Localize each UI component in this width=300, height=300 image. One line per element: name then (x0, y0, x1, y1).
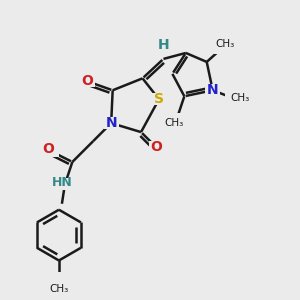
FancyBboxPatch shape (205, 84, 220, 96)
FancyBboxPatch shape (152, 93, 166, 105)
Text: CH₃: CH₃ (49, 284, 68, 294)
FancyBboxPatch shape (225, 92, 240, 104)
Text: O: O (43, 142, 54, 155)
FancyBboxPatch shape (214, 43, 229, 54)
FancyBboxPatch shape (52, 272, 66, 284)
FancyBboxPatch shape (57, 178, 72, 190)
Text: O: O (81, 74, 93, 88)
FancyBboxPatch shape (44, 146, 59, 158)
FancyBboxPatch shape (156, 41, 171, 53)
Text: N: N (105, 116, 117, 130)
FancyBboxPatch shape (53, 178, 71, 190)
Text: HN: HN (52, 176, 72, 189)
FancyBboxPatch shape (148, 141, 164, 153)
Text: CH₃: CH₃ (164, 118, 184, 128)
FancyBboxPatch shape (213, 39, 237, 52)
Text: S: S (154, 92, 164, 106)
FancyBboxPatch shape (225, 91, 251, 104)
Text: O: O (150, 140, 162, 154)
FancyBboxPatch shape (46, 279, 72, 292)
Text: H: H (158, 38, 169, 52)
FancyBboxPatch shape (104, 117, 119, 129)
Text: CH₃: CH₃ (230, 93, 249, 103)
FancyBboxPatch shape (162, 115, 186, 128)
FancyBboxPatch shape (80, 75, 95, 87)
Text: N: N (207, 83, 218, 97)
FancyBboxPatch shape (169, 113, 184, 124)
Text: CH₃: CH₃ (215, 39, 234, 49)
